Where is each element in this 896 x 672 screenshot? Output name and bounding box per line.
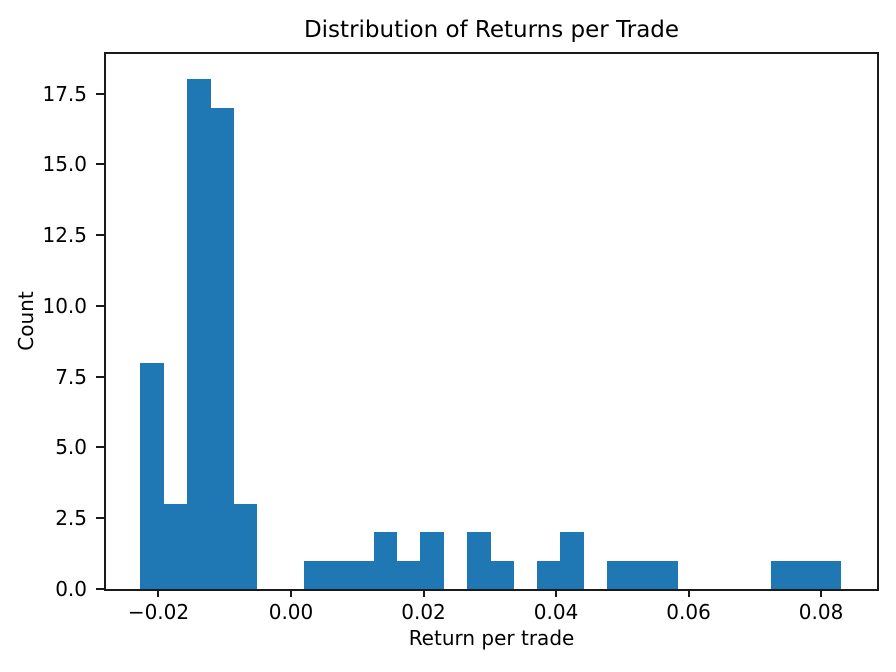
histogram-bar <box>139 362 164 589</box>
x-tick-label: 0.04 <box>533 600 579 624</box>
histogram-bar <box>350 560 375 589</box>
histogram-bar <box>794 560 818 589</box>
histogram-bar <box>817 560 842 589</box>
y-axis-label: Count <box>14 291 38 351</box>
histogram-bar <box>770 560 795 589</box>
histogram-bar <box>467 532 491 589</box>
plot-area: Distribution of Returns per Trade Return… <box>14 17 877 650</box>
histogram-bar <box>373 532 398 589</box>
y-tick-label: 10.0 <box>42 293 87 318</box>
y-tick-label: 15.0 <box>42 152 87 177</box>
x-tick-label: 0.06 <box>666 600 711 624</box>
y-tick-mark <box>96 446 104 449</box>
histogram-bar <box>396 560 421 589</box>
y-tick-mark <box>96 92 104 95</box>
histogram-bar <box>186 79 211 589</box>
histogram-bar <box>303 560 328 589</box>
histogram-bar <box>210 107 234 589</box>
chart-title: Distribution of Returns per Trade <box>303 17 680 43</box>
histogram-bar <box>490 560 515 589</box>
y-tick-label: 0.0 <box>55 577 87 601</box>
y-tick-label: 12.5 <box>42 223 87 248</box>
x-tick-mark <box>555 591 558 597</box>
y-tick-mark <box>96 304 104 307</box>
y-tick-mark <box>96 234 104 237</box>
histogram-bar <box>607 560 632 589</box>
x-tick-mark <box>422 591 425 597</box>
histogram-bar <box>560 532 585 589</box>
y-tick-label: 5.0 <box>55 435 87 460</box>
histogram-bar <box>163 504 188 589</box>
histogram-bar <box>630 560 655 589</box>
y-tick-mark <box>96 163 104 166</box>
y-tick-label: 17.5 <box>42 81 87 106</box>
x-tick-mark <box>289 591 292 597</box>
y-tick-mark <box>96 588 104 590</box>
x-tick-mark <box>820 591 823 597</box>
x-tick-label: −0.02 <box>127 600 190 624</box>
histogram-bar <box>537 560 561 589</box>
histogram-bar <box>653 560 678 589</box>
x-axis-label: Return per trade <box>408 626 575 650</box>
x-tick-label: 0.00 <box>268 600 314 624</box>
x-tick-label: 0.02 <box>401 600 446 624</box>
y-tick-mark <box>96 517 104 520</box>
histogram-bar <box>326 560 351 589</box>
x-tick-label: 0.08 <box>798 600 844 624</box>
histogram-bar <box>233 504 258 589</box>
y-tick-mark <box>96 375 104 378</box>
y-tick-label: 7.5 <box>55 364 87 389</box>
x-tick-mark <box>157 591 160 597</box>
x-tick-mark <box>687 591 690 597</box>
y-tick-label: 2.5 <box>55 506 87 531</box>
histogram-bar <box>420 532 445 589</box>
